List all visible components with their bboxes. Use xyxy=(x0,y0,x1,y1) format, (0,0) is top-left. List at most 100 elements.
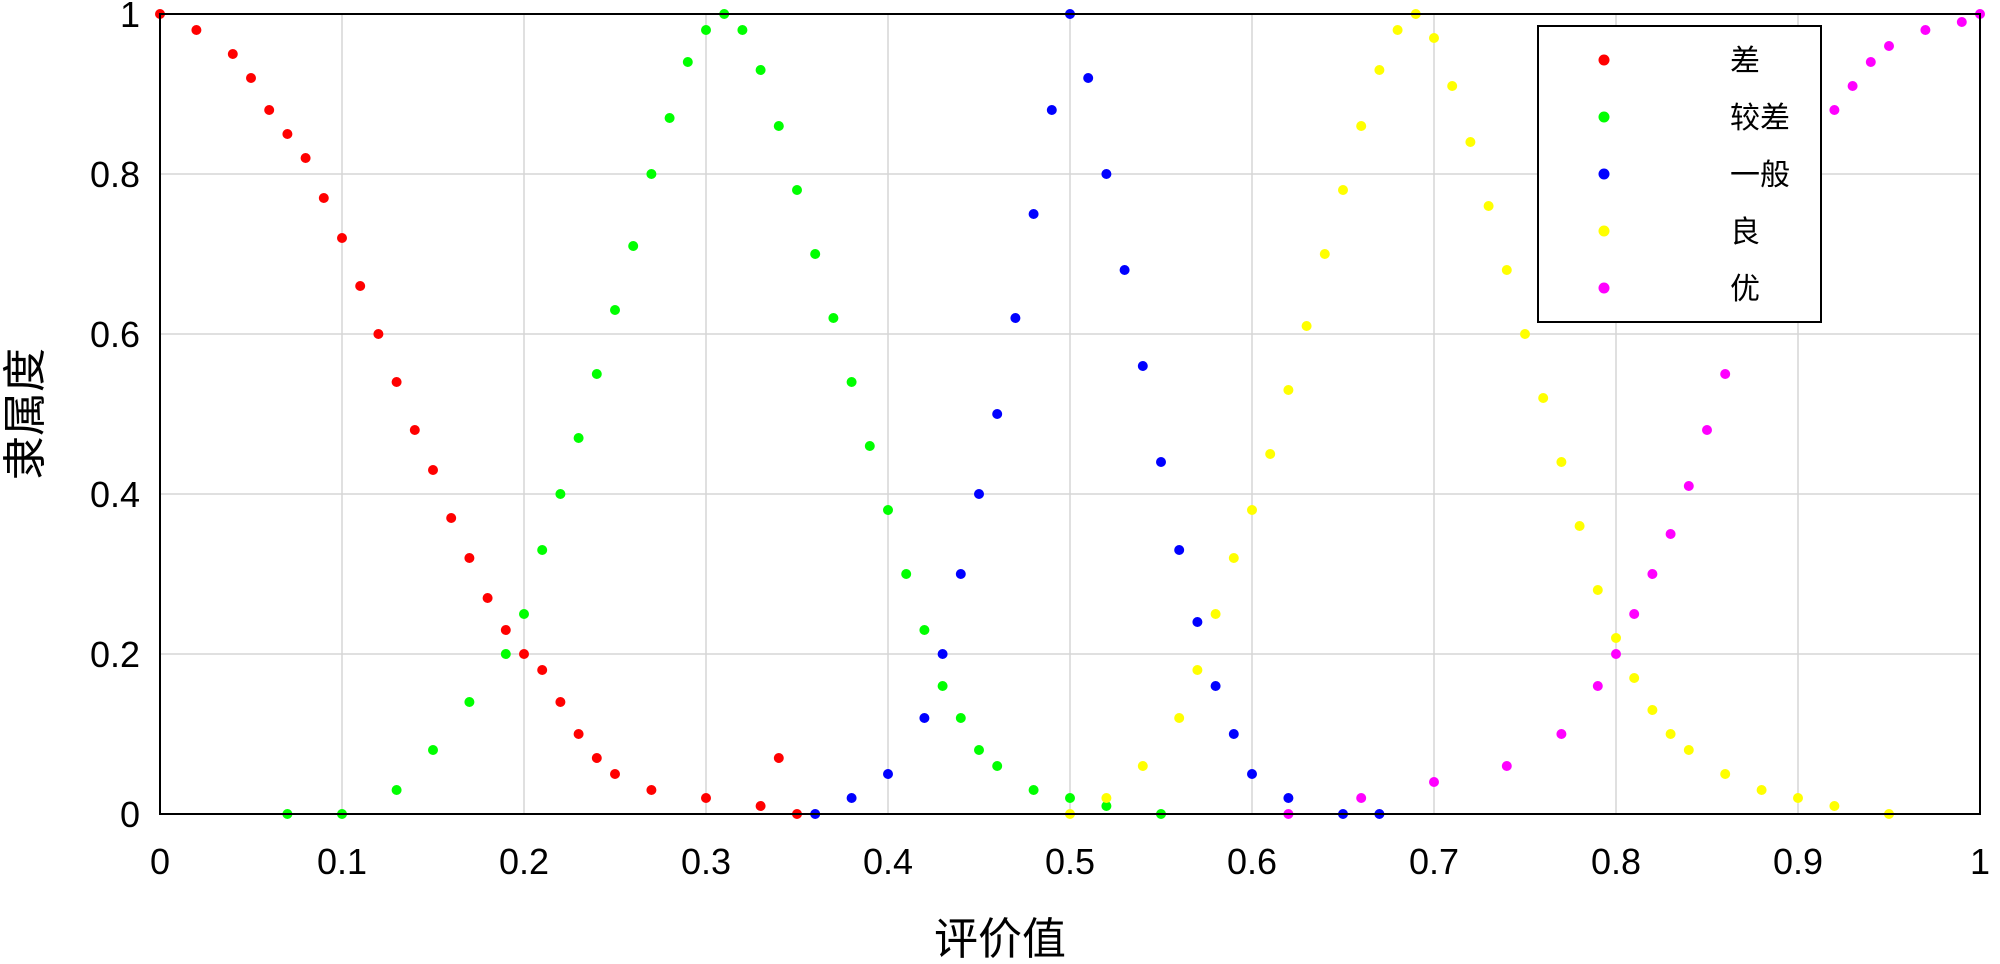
legend-box xyxy=(1537,25,1822,323)
data-point xyxy=(1829,801,1840,811)
data-point xyxy=(1847,81,1858,91)
data-point xyxy=(992,409,1003,419)
data-point xyxy=(1210,609,1221,619)
data-point xyxy=(1665,729,1676,739)
data-point xyxy=(1429,33,1439,43)
data-point xyxy=(573,433,584,443)
data-point xyxy=(1101,793,1112,803)
data-point xyxy=(537,545,548,555)
data-point xyxy=(1228,553,1239,563)
y-tick-label: 0.4 xyxy=(90,474,140,515)
data-point xyxy=(1592,681,1603,691)
data-point xyxy=(919,713,930,723)
data-point xyxy=(1483,201,1494,211)
data-point xyxy=(1156,457,1166,467)
data-point xyxy=(974,489,984,499)
legend-marker xyxy=(1598,282,1610,294)
data-point xyxy=(1374,65,1385,75)
y-tick-label: 1 xyxy=(120,0,140,35)
y-axis-label: 隶属度 xyxy=(0,348,51,480)
data-point xyxy=(828,313,839,323)
data-point xyxy=(300,153,311,163)
data-point xyxy=(464,697,475,707)
data-point xyxy=(1447,81,1458,91)
data-point xyxy=(1756,785,1767,795)
data-point xyxy=(1520,329,1530,339)
data-point xyxy=(1265,449,1276,459)
x-axis-ticks: 0 0.1 0.2 0.3 0.4 0.5 0.6 0.7 0.8 0.9 1 xyxy=(150,841,1990,882)
x-tick-label: 0.2 xyxy=(499,841,549,882)
data-point xyxy=(373,329,384,339)
data-point xyxy=(1665,529,1676,539)
data-point xyxy=(610,769,620,779)
data-point xyxy=(428,745,438,755)
data-point xyxy=(391,377,402,387)
data-point xyxy=(1611,649,1621,659)
data-point xyxy=(1046,105,1057,115)
data-point xyxy=(1028,209,1039,219)
data-point xyxy=(846,793,857,803)
data-point xyxy=(773,753,784,763)
data-point xyxy=(864,441,875,451)
data-point xyxy=(1465,137,1476,147)
data-point xyxy=(464,553,475,563)
data-point xyxy=(264,105,275,115)
data-point xyxy=(992,761,1003,771)
x-tick-label: 0.6 xyxy=(1227,841,1277,882)
data-point xyxy=(1556,457,1567,467)
data-point xyxy=(446,513,457,523)
series-3 xyxy=(1065,9,1894,819)
data-point xyxy=(646,169,657,179)
y-axis-ticks: 0 0.2 0.4 0.6 0.8 1 xyxy=(90,0,140,835)
data-point xyxy=(883,505,893,515)
data-point xyxy=(1192,665,1203,675)
data-point xyxy=(755,801,766,811)
data-point xyxy=(1010,313,1021,323)
legend-label: 较差 xyxy=(1730,101,1790,136)
data-point xyxy=(974,745,984,755)
data-point xyxy=(573,729,584,739)
data-point xyxy=(955,713,966,723)
data-point xyxy=(664,113,675,123)
data-point xyxy=(1301,321,1312,331)
data-point xyxy=(282,129,293,139)
data-point xyxy=(1119,265,1130,275)
data-point xyxy=(1501,761,1512,771)
data-point xyxy=(1629,673,1640,683)
data-point xyxy=(919,625,930,635)
data-point xyxy=(1429,777,1439,787)
data-point xyxy=(482,593,493,603)
data-point xyxy=(1956,17,1967,27)
data-point xyxy=(227,49,238,59)
data-point xyxy=(846,377,857,387)
data-point xyxy=(883,769,893,779)
y-tick-label: 0.2 xyxy=(90,634,140,675)
data-point xyxy=(555,697,566,707)
data-point xyxy=(646,785,657,795)
data-point xyxy=(337,233,347,243)
data-point xyxy=(1101,801,1112,811)
data-point xyxy=(1137,761,1148,771)
data-point xyxy=(1065,793,1075,803)
data-point xyxy=(537,665,548,675)
data-point xyxy=(1192,617,1203,627)
x-tick-label: 0.3 xyxy=(681,841,731,882)
data-point xyxy=(391,785,402,795)
data-point xyxy=(1247,769,1257,779)
data-point xyxy=(1611,633,1621,643)
x-tick-label: 0.5 xyxy=(1045,841,1095,882)
data-point xyxy=(1247,505,1257,515)
data-point xyxy=(737,25,748,35)
y-tick-label: 0 xyxy=(120,794,140,835)
data-point xyxy=(901,569,912,579)
data-point xyxy=(1556,729,1567,739)
legend-label: 差 xyxy=(1730,44,1760,79)
data-point xyxy=(1629,609,1640,619)
data-point xyxy=(1647,705,1658,715)
data-point xyxy=(937,649,948,659)
data-point xyxy=(1283,793,1294,803)
legend-label: 优 xyxy=(1730,272,1760,307)
data-point xyxy=(555,489,566,499)
data-point xyxy=(1592,585,1603,595)
data-point xyxy=(1865,57,1876,67)
